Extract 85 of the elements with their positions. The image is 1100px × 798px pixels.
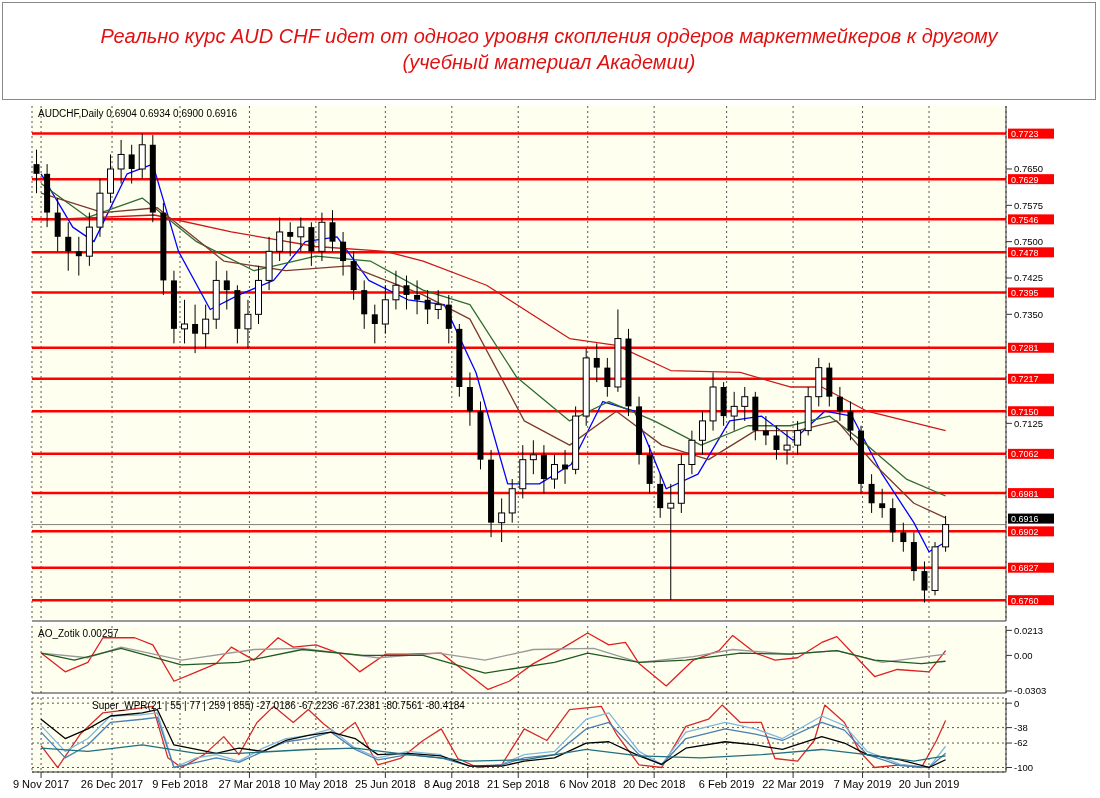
candlestick: [879, 488, 886, 519]
candlestick: [550, 454, 558, 490]
candlestick: [65, 221, 72, 272]
y-tick-label: 0: [1014, 697, 1020, 709]
ref-line-label: 0.7546: [1011, 214, 1039, 225]
candlestick: [424, 289, 431, 325]
candlestick: [340, 231, 347, 277]
annotation: AO_Zotik 0.00257: [38, 628, 119, 639]
x-tick-label: 20 Dec 2018: [622, 777, 686, 790]
candlestick: [192, 304, 199, 354]
x-tick-label: 27 Mar 2018: [218, 777, 281, 790]
candlestick: [276, 216, 284, 262]
x-tick-label: 21 Sep 2018: [487, 777, 550, 790]
x-tick-label: 26 Dec 2017: [80, 777, 144, 790]
ref-line-label: 0.6827: [1011, 563, 1039, 574]
x-tick-label: 22 Mar 2019: [762, 777, 824, 790]
y-tick-label: -62: [1014, 737, 1028, 749]
candlestick: [836, 386, 843, 422]
y-tick-label: -100: [1014, 761, 1034, 773]
chart-subtitle: (учебный материал Академии): [401, 50, 697, 75]
candlestick: [244, 299, 252, 349]
ref-line-label: 0.6760: [1011, 595, 1039, 606]
ref-line-label: 0.7478: [1011, 247, 1039, 258]
candlestick: [202, 304, 210, 349]
x-tick-label: 25 Jun 2018: [355, 777, 416, 790]
candlestick: [868, 473, 875, 514]
candlestick: [593, 342, 600, 383]
candlestick: [223, 270, 230, 310]
ref-line-label: 0.6981: [1011, 488, 1039, 499]
y-tick-label: 0.7575: [1014, 199, 1044, 211]
x-tick-label: 10 May 2018: [284, 777, 348, 790]
x-tick-label: 9 Feb 2018: [152, 777, 208, 790]
candlestick: [128, 144, 135, 185]
candlestick: [921, 560, 928, 604]
candlestick: [403, 275, 410, 310]
ref-line-label: 0.7723: [1011, 129, 1039, 140]
annotation: AUDCHF,Daily 0.6904 0.6934 0.6900 0.6916: [38, 108, 238, 119]
x-tick-label: 8 Aug 2018: [423, 777, 480, 790]
x-tick-label: 6 Feb 2019: [698, 777, 755, 790]
candlestick: [698, 410, 706, 456]
candlestick: [847, 401, 854, 441]
candlestick: [75, 236, 82, 277]
y-tick-label: 0.7500: [1014, 236, 1044, 248]
candlestick: [794, 420, 802, 456]
candlestick: [297, 216, 305, 252]
candlestick: [741, 386, 749, 422]
line-series: [40, 214, 947, 432]
ref-line-label: 0.7395: [1011, 288, 1039, 299]
y-tick-label: 0.7650: [1014, 163, 1044, 175]
candlestick: [414, 279, 421, 315]
ref-line-label: 0.7281: [1011, 343, 1039, 354]
annotation: Super_WPR(21 | 55 | 77 | 259 | 855) -27.0186 -67.2236 -67.2381 -80.7561 -80.4184: [92, 700, 465, 711]
line-series: [40, 744, 947, 762]
y-tick-label: 0.7125: [1014, 417, 1044, 429]
x-tick-label: 20 Jun 2019: [898, 777, 960, 790]
ref-line-label: 0.7150: [1011, 406, 1039, 417]
candlestick: [730, 391, 738, 432]
candlestick: [773, 425, 780, 461]
x-tick-label: 6 Nov 2018: [559, 777, 616, 790]
ref-line-label: 0.7062: [1011, 449, 1039, 460]
candlestick: [434, 289, 442, 320]
candlestick: [33, 149, 40, 194]
x-tick-label: 9 Nov 2017: [12, 777, 70, 790]
candlestick: [783, 430, 791, 466]
candlestick: [392, 270, 400, 310]
candlestick: [329, 209, 336, 252]
line-series: [40, 647, 947, 674]
y-tick-label: 0.00: [1014, 649, 1033, 661]
y-tick-label: 0.7350: [1014, 308, 1044, 320]
y-tick-label: 0.7425: [1014, 272, 1044, 284]
x-tick-label: 7 May 2019: [833, 777, 892, 790]
candlestick: [287, 221, 294, 257]
ref-line-label: 0.7217: [1011, 374, 1039, 385]
candlestick: [371, 304, 378, 344]
y-tick-label: -0.0303: [1014, 685, 1047, 697]
chart-title: Реально курс AUD CHF идет от одного уровня скопления ордеров маркетмейкеров к другому: [99, 24, 1000, 49]
ref-line-label: 0.6916: [1011, 514, 1039, 525]
y-tick-label: -38: [1014, 721, 1028, 733]
candlestick: [181, 299, 189, 344]
candlestick: [117, 139, 125, 185]
ref-line-label: 0.7629: [1011, 174, 1039, 185]
ref-line-label: 0.6902: [1011, 526, 1039, 537]
candlestick: [529, 439, 537, 475]
y-tick-label: 0.0213: [1014, 624, 1044, 636]
candlestick: [604, 357, 611, 398]
